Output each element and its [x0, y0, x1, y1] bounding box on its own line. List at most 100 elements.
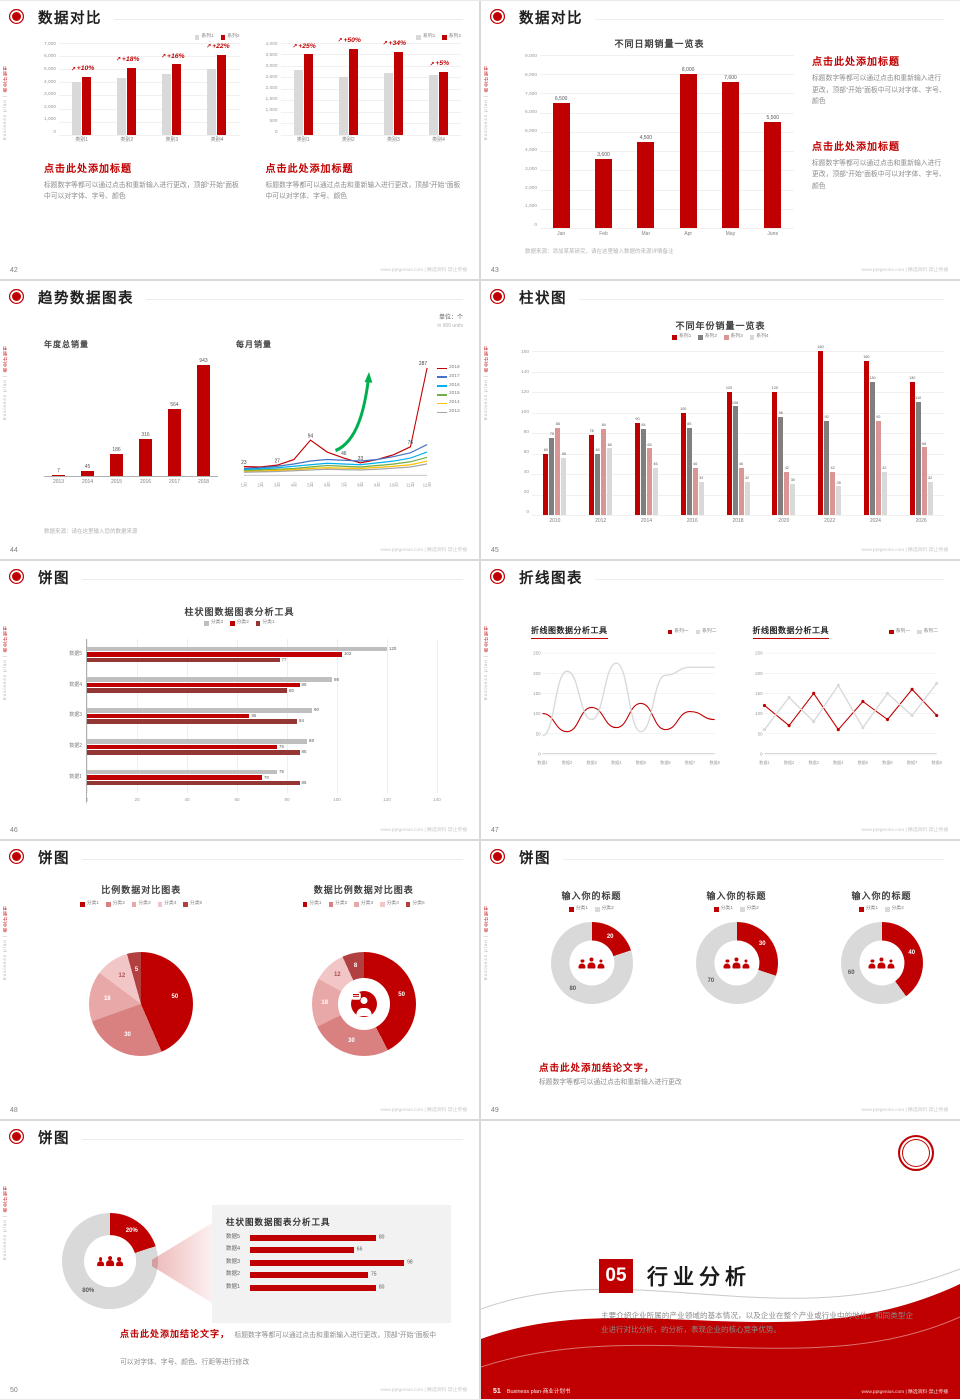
- slide-48[interactable]: Business plan | 商业计划书 饼图 比例数据对比图表 分类1 分类2…: [0, 841, 479, 1119]
- y-tick-label: 160: [521, 350, 530, 355]
- legend-item: 分类2: [885, 906, 904, 912]
- chart-legend: 系列1 系列2: [266, 34, 461, 40]
- page-number: 44: [10, 547, 18, 554]
- x-tick-label: 2016: [686, 517, 698, 524]
- gridline: [532, 474, 944, 475]
- bar: 106: [732, 401, 738, 515]
- side-caption-divider: |: [2, 654, 7, 657]
- x-tick-label: 数据2: [783, 759, 794, 765]
- plot-area: 7 45 186 316 564 943: [44, 358, 218, 477]
- note-block: 点击此处添加标题 标题数字等都可以通过点击和重新输入进行更改，顶部“开始”面板中…: [812, 53, 946, 108]
- slide-45[interactable]: Business plan | 商业计划书 柱状图 不同年份销量一览表 系列1 系…: [481, 281, 960, 559]
- conclusion-title: 点击此处添加结论文字，: [120, 1328, 231, 1339]
- slide-47[interactable]: Business plan | 商业计划书 折线图表 折线图数据分析工具 系列一…: [481, 561, 960, 839]
- bar-value-label: 32: [928, 476, 933, 481]
- slide-42[interactable]: Business plan | 商业计划书 数据对比 系列1 系列2 7,000 6…: [0, 1, 479, 279]
- bar-value-label: 85: [301, 779, 307, 785]
- section-number: 05: [599, 1259, 633, 1293]
- slide-43[interactable]: Business plan | 商业计划书 数据对比 不同日期销量一览表 9,0…: [481, 1, 960, 279]
- legend-swatch: [437, 393, 447, 396]
- legend-item: 分类3: [131, 901, 151, 907]
- brand-logo-icon: [490, 569, 505, 584]
- bar: 60: [543, 448, 549, 515]
- person-body: [97, 1261, 105, 1267]
- gridline: [532, 515, 944, 516]
- panel-title: 每月销量: [236, 340, 272, 349]
- slide-body: 系列1 系列2 7,000 6,000 5,000 4,000 3,000 2,000 1,0…: [44, 34, 461, 257]
- side-caption-en: Business plan: [483, 939, 488, 981]
- x-tick-label: 数据3: [808, 759, 819, 765]
- bar-group: 90 65 84: [87, 707, 437, 724]
- person-head: [599, 959, 603, 963]
- row-label: 数据1: [69, 774, 82, 781]
- bar: 98: [250, 1259, 413, 1266]
- person-head: [870, 959, 874, 963]
- data-point: [787, 695, 791, 700]
- gridline: [437, 639, 438, 793]
- page-number: 50: [10, 1387, 18, 1394]
- plot-area: ↗ +25% ↗ +50% ↗ +34% ↗ +5%: [280, 37, 461, 136]
- plot-area: ↗ +10% ↗ +18% ↗ +16% ↗ +22%: [59, 42, 240, 136]
- bar-value-label: 65: [647, 442, 652, 447]
- bar: [117, 78, 127, 135]
- bar-group: ↗ +5%: [416, 43, 461, 135]
- bar: 150: [863, 356, 870, 515]
- legend-item: 分类5: [183, 901, 202, 907]
- slide-50[interactable]: Business plan | 商业计划书 饼图 20% 80% 柱状图数据图表分…: [0, 1121, 479, 1399]
- y-tick-label: 1,500: [265, 96, 278, 102]
- bar-value-label: 30: [790, 478, 795, 483]
- bar-group: 100 85 46 32: [669, 351, 715, 515]
- legend-item: 分类4: [380, 901, 399, 907]
- y-tick-label: 100: [521, 410, 530, 416]
- line-series: [243, 451, 428, 471]
- person-icon: [732, 957, 741, 969]
- legend-item: 分类2: [595, 906, 614, 912]
- bar: 84: [601, 423, 607, 515]
- x-tick-label: 2012: [595, 517, 607, 524]
- bar: 56: [561, 452, 567, 515]
- bar-group: 3,600: [582, 55, 624, 228]
- person-body: [578, 963, 586, 969]
- conclusion-title: 点击此处添加结论文字，: [539, 1063, 655, 1075]
- up-arrow-icon: ↗: [292, 43, 298, 50]
- up-arrow-icon: ↗: [206, 44, 212, 51]
- bar-group: 8,000: [667, 55, 709, 228]
- bar-group: 160 92 42 28: [807, 345, 853, 515]
- person-head: [580, 959, 584, 963]
- legend-swatch: [405, 902, 411, 907]
- person-body: [105, 1260, 115, 1267]
- x-tick-label: 100: [333, 797, 341, 803]
- up-arrow-icon: ↗: [337, 38, 343, 45]
- slice-label: 18: [103, 995, 111, 1002]
- legend-item: 系列2: [698, 334, 717, 340]
- title-rule: [579, 298, 944, 300]
- x-tick-label: Feb: [599, 230, 608, 237]
- gridline: [280, 65, 461, 67]
- percent-label: ↗ +16%: [161, 53, 185, 61]
- donut-hole: [337, 977, 390, 1030]
- y-axis: 9,000 8,000 7,000 6,000 5,000 4,000 3,000 2,000…: [525, 54, 540, 240]
- slide-49[interactable]: Business plan | 商业计划书 饼图 输入你的标题 分类1 分类2 2…: [481, 841, 960, 1119]
- x-tick-label: 数据3: [587, 759, 598, 765]
- bar-value-label: 32: [699, 476, 704, 481]
- slide-header: 饼图: [38, 852, 463, 867]
- gridline: [540, 55, 794, 56]
- bar-value-label: 60: [543, 447, 549, 452]
- bar: 8,000: [679, 68, 697, 228]
- person-head: [744, 959, 748, 963]
- bar-value-label: 28: [836, 480, 841, 485]
- slide-title: 数据对比: [519, 11, 583, 27]
- row-label: 数据2: [226, 1271, 241, 1278]
- bar: 5,500: [764, 116, 782, 228]
- slide-51[interactable]: 05 行业分析 主要介绍企业所属的产业领域的基本情况，以及企业在整个产业或行业中…: [481, 1121, 960, 1399]
- bar-value-label: 130: [908, 375, 916, 380]
- slide-44[interactable]: Business plan | 商业计划书 趋势数据图表 单位：个 in 900…: [0, 281, 479, 559]
- legend-label: 分类1: [865, 906, 878, 911]
- slide-46[interactable]: Business plan | 商业计划书 饼图 柱状图数据图表分析工具 分类3…: [0, 561, 479, 839]
- x-tick-label: 60: [234, 797, 240, 803]
- side-caption-en: Business plan: [2, 1219, 7, 1261]
- legend-label: 系列2: [704, 334, 717, 339]
- chart-title: 比例数据对比图表: [101, 885, 182, 895]
- bar: 46: [738, 462, 744, 515]
